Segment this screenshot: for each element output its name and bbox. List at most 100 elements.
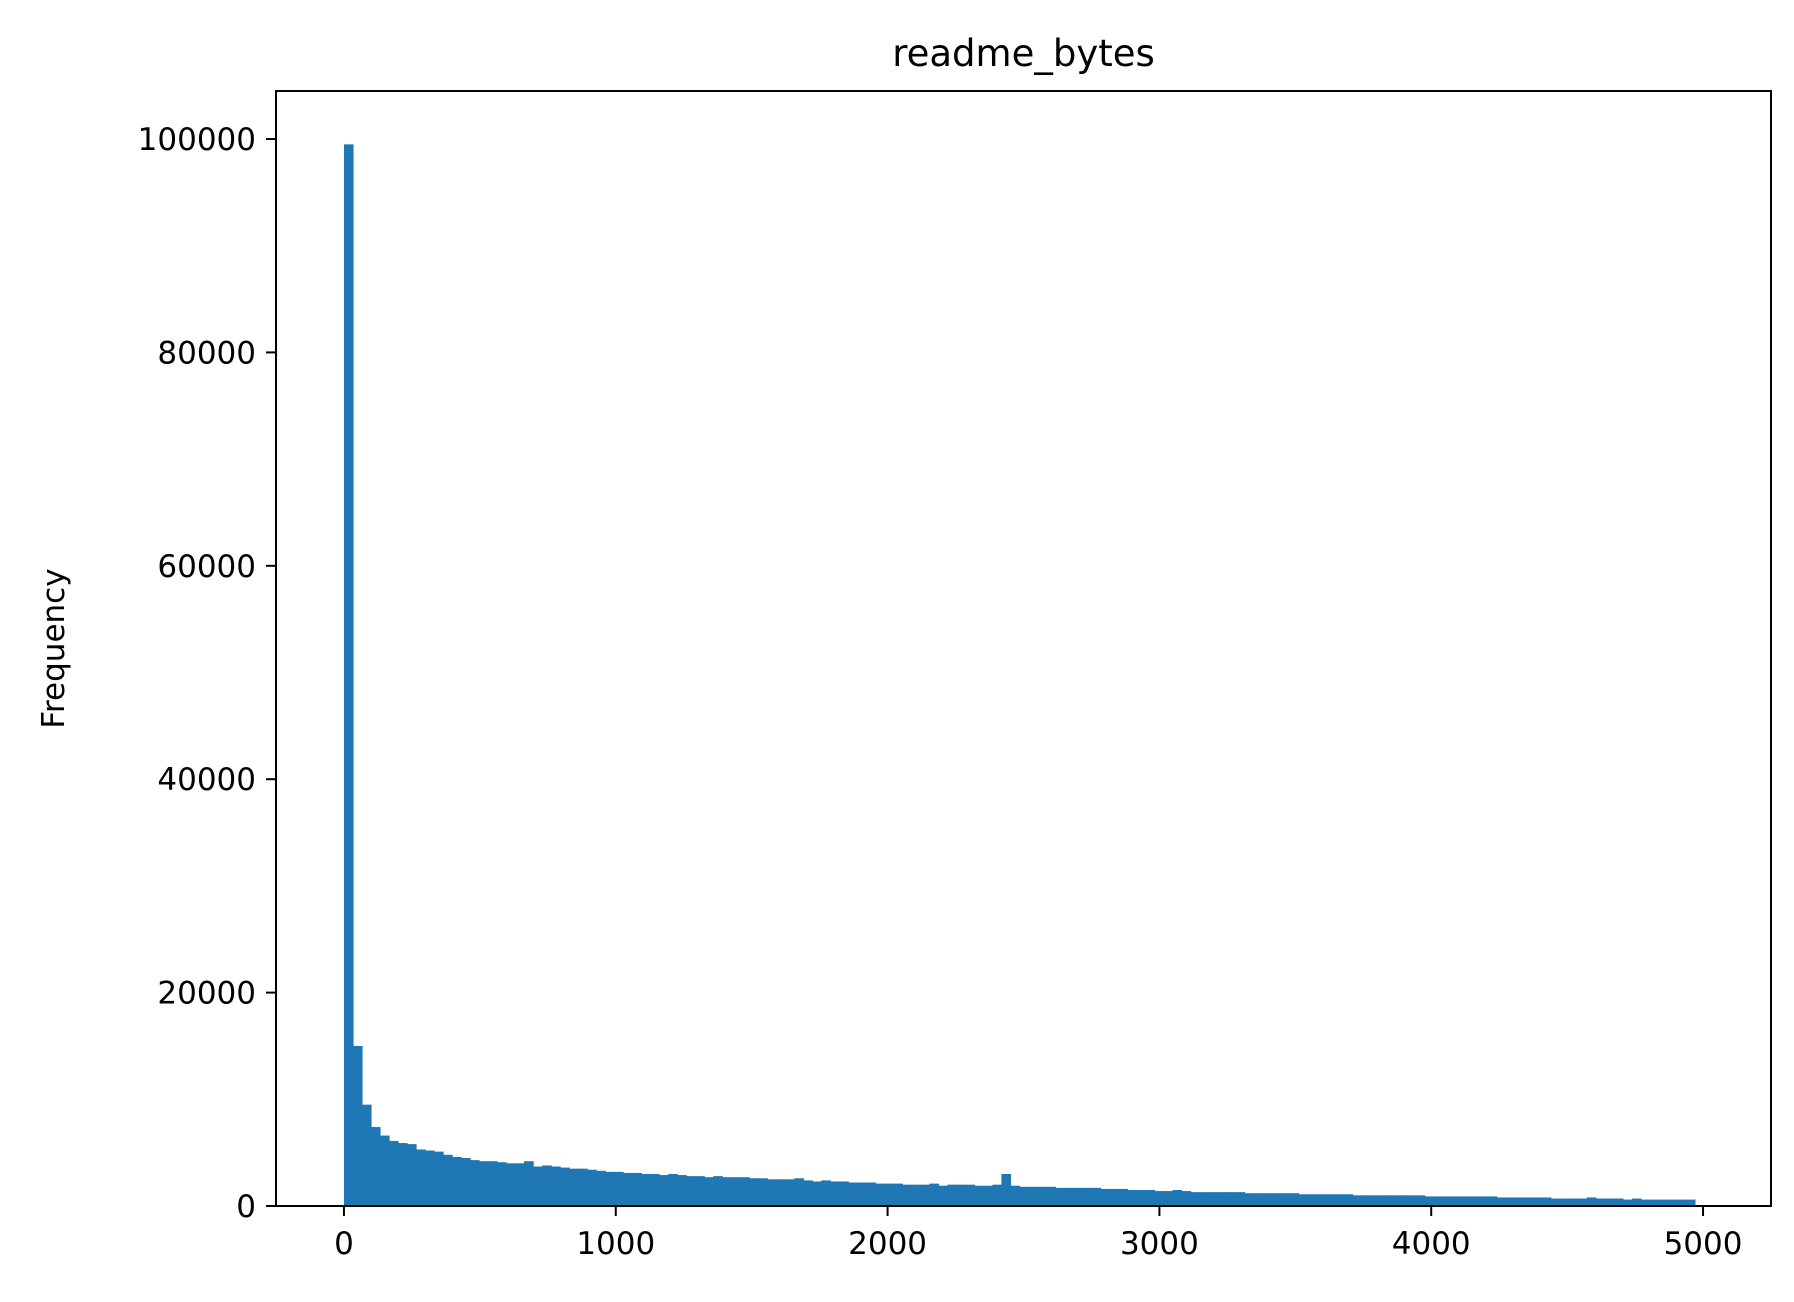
histogram-bar: [632, 1172, 642, 1206]
histogram-bar: [866, 1182, 876, 1206]
histogram-bar: [1181, 1191, 1192, 1206]
histogram-bar: [1568, 1198, 1579, 1206]
histogram-bar: [1118, 1188, 1129, 1206]
histogram-bar: [1685, 1199, 1696, 1206]
histogram-bar: [1631, 1198, 1642, 1206]
histogram-bar: [1649, 1199, 1660, 1206]
histogram-bar: [361, 1104, 372, 1206]
histogram-bar: [1217, 1192, 1228, 1206]
histogram-bar: [875, 1183, 885, 1206]
histogram-bar: [524, 1161, 534, 1206]
histogram-bar: [1046, 1186, 1057, 1206]
histogram-bar: [830, 1181, 840, 1206]
histogram-bar: [623, 1172, 633, 1206]
histogram-bar: [767, 1179, 777, 1206]
histogram-bar: [397, 1143, 408, 1206]
histogram-bar: [1235, 1192, 1246, 1206]
histogram-bar: [1622, 1199, 1633, 1206]
histogram-bar: [1127, 1189, 1138, 1206]
histogram-bar: [686, 1176, 696, 1206]
histogram-bar: [938, 1185, 948, 1206]
histogram-bar: [1253, 1193, 1264, 1206]
histogram-bar: [893, 1183, 903, 1206]
x-tick-label: 0: [334, 1226, 354, 1262]
histogram-bar: [1487, 1196, 1498, 1206]
histogram-bar: [1658, 1199, 1669, 1206]
histogram-bar: [974, 1185, 984, 1206]
histogram-bar: [1595, 1198, 1606, 1206]
histogram-bar: [704, 1177, 714, 1206]
histogram-bar: [956, 1184, 966, 1206]
histogram-bar: [947, 1184, 957, 1206]
histogram-bar: [1325, 1194, 1336, 1206]
histogram-bar: [1271, 1193, 1282, 1206]
histogram-bar: [1109, 1188, 1120, 1206]
histogram-bar: [370, 1127, 381, 1206]
histogram-bar: [1370, 1195, 1381, 1206]
histogram-bar: [443, 1154, 453, 1206]
x-tick-label: 2000: [848, 1226, 927, 1262]
histogram-bar: [596, 1170, 606, 1206]
histogram-bar: [379, 1135, 390, 1206]
histogram-bar: [1262, 1193, 1273, 1206]
histogram-bar: [1604, 1198, 1615, 1206]
histogram-bar: [1667, 1199, 1678, 1206]
histogram-bar: [1199, 1192, 1210, 1206]
histogram-bar: [488, 1161, 498, 1206]
histogram-bar: [1586, 1197, 1597, 1206]
histogram-bar: [497, 1162, 507, 1206]
histogram-bar: [1451, 1196, 1462, 1206]
histogram-bar: [1613, 1198, 1624, 1206]
histogram-bar: [1397, 1195, 1408, 1206]
histogram-bar: [1523, 1197, 1534, 1206]
histogram-bars: [343, 144, 1696, 1207]
histogram-bar: [542, 1165, 552, 1206]
histogram-bar: [406, 1144, 417, 1206]
histogram-bar: [587, 1169, 597, 1206]
y-tick-label: 100000: [138, 122, 256, 158]
histogram-bar: [1091, 1187, 1102, 1206]
histogram-bar: [452, 1156, 462, 1206]
histogram-bar: [1154, 1191, 1165, 1206]
histogram-bar: [695, 1176, 705, 1206]
histogram-bar: [1136, 1189, 1147, 1206]
histogram-bar: [713, 1176, 723, 1206]
histogram-bar: [1298, 1194, 1309, 1206]
histogram-bar: [1244, 1193, 1255, 1206]
histogram-bar: [506, 1163, 516, 1206]
histogram-bar: [983, 1185, 994, 1206]
y-tick-label: 20000: [157, 976, 256, 1012]
x-tick-label: 5000: [1664, 1226, 1743, 1262]
histogram-bar: [1010, 1185, 1021, 1206]
histogram-bar: [1505, 1197, 1516, 1206]
histogram-bar: [722, 1177, 732, 1206]
histogram-bar: [1406, 1195, 1417, 1206]
histogram-bar: [614, 1171, 624, 1206]
histogram-bar: [416, 1149, 426, 1206]
histogram-bar: [425, 1150, 435, 1206]
histogram-bar: [641, 1173, 651, 1206]
histogram-bar: [821, 1180, 831, 1206]
histogram-bar: [1064, 1187, 1075, 1206]
histogram-bar: [1550, 1198, 1561, 1206]
histogram-bar: [605, 1171, 615, 1206]
histogram-bar: [731, 1177, 741, 1206]
histogram-bar: [929, 1183, 939, 1206]
histogram-bar: [1478, 1196, 1489, 1206]
histogram-bar: [1469, 1196, 1480, 1206]
histogram-bar: [388, 1140, 399, 1206]
histogram-bar: [677, 1175, 687, 1206]
histogram-bar: [578, 1168, 588, 1206]
histogram-bar: [352, 1045, 363, 1206]
histogram-bar: [1514, 1197, 1525, 1206]
histogram-bar: [1055, 1187, 1066, 1206]
x-tick-label: 3000: [1120, 1226, 1199, 1262]
histogram-bar: [659, 1175, 669, 1206]
histogram-bar: [1460, 1196, 1471, 1206]
histogram-bar: [1532, 1197, 1543, 1206]
histogram-bar: [1559, 1198, 1570, 1206]
histogram-bar: [794, 1178, 804, 1206]
histogram-bar: [1019, 1186, 1030, 1206]
histogram-bar: [920, 1184, 930, 1206]
histogram-bar: [1541, 1197, 1552, 1206]
